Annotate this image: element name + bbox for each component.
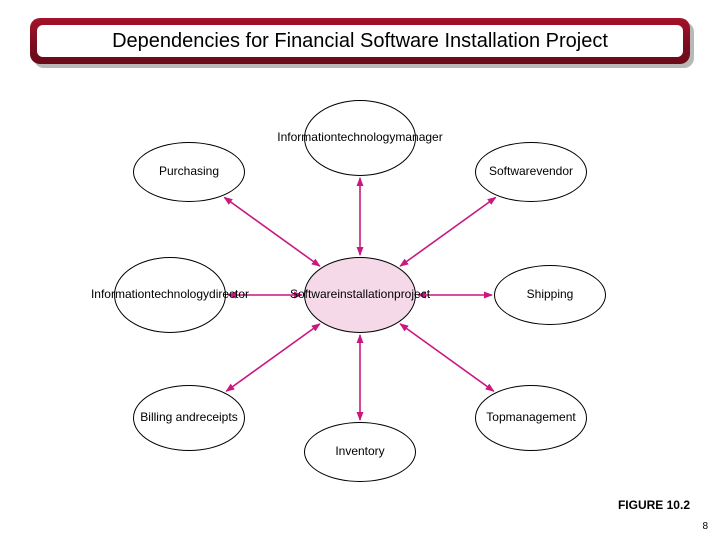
node-shipping: Shipping <box>494 265 606 325</box>
node-it-director: Informationtechnologydirector <box>114 257 226 333</box>
edge-top-mgmt <box>400 324 494 391</box>
node-it-manager: Informationtechnologymanager <box>304 100 416 176</box>
edge-billing <box>226 324 320 391</box>
edge-purchasing <box>224 197 320 266</box>
node-center: Softwareinstallationproject <box>304 257 416 333</box>
figure-label: FIGURE 10.2 <box>618 498 690 512</box>
node-billing: Billing andreceipts <box>133 385 245 451</box>
node-inventory: Inventory <box>304 422 416 482</box>
edge-vendor <box>400 197 496 266</box>
page-number: 8 <box>702 521 708 532</box>
node-top-mgmt: Topmanagement <box>475 385 587 451</box>
node-vendor: Softwarevendor <box>475 142 587 202</box>
node-purchasing: Purchasing <box>133 142 245 202</box>
